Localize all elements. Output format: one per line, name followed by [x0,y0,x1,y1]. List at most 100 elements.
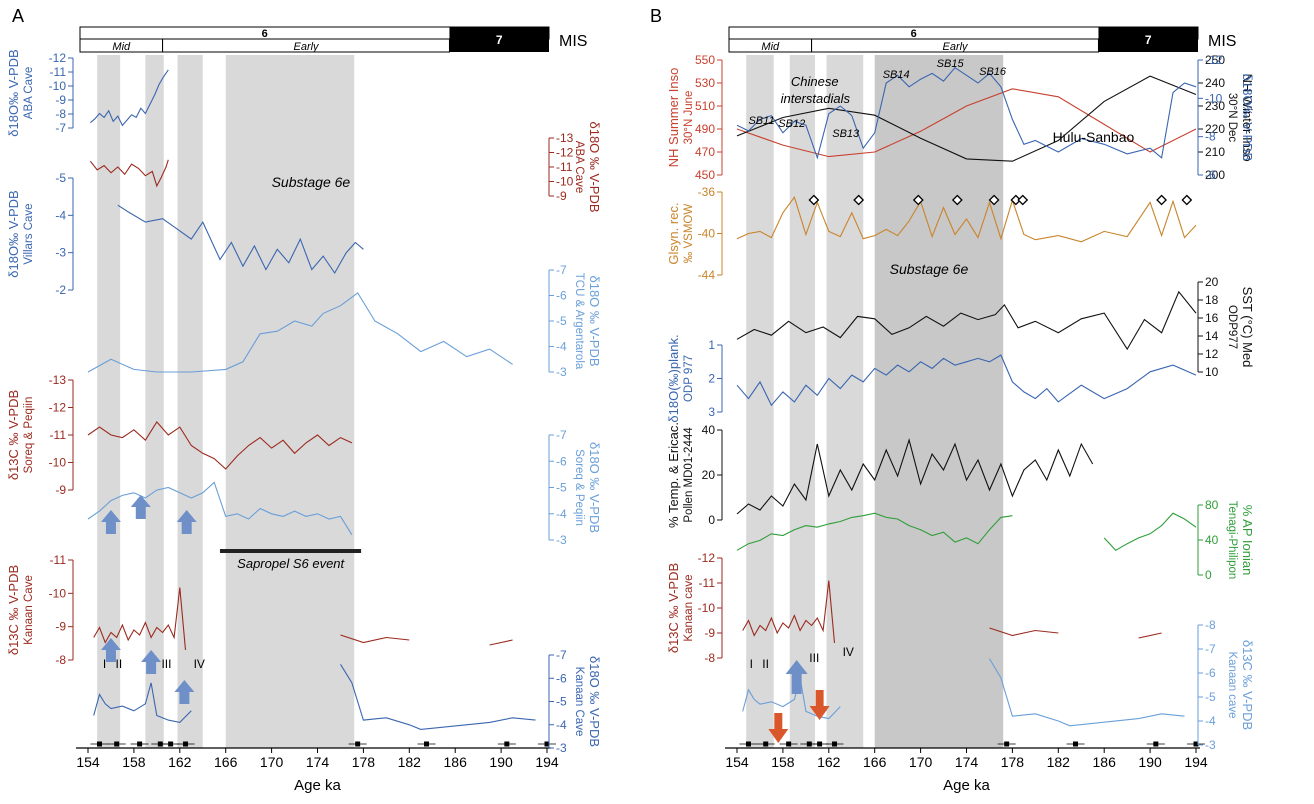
diamond-marker-icon [1181,194,1193,206]
y-tick-label: 230 [1205,99,1225,113]
y-tick-label: -3 [556,741,567,755]
y-tick-label: 450 [695,168,715,182]
age-point [96,741,102,747]
y-tick-label: -7 [55,121,66,135]
y-axis-title: δ13C ‰ V-PDB [666,563,681,653]
y-tick-label: -8 [704,651,715,665]
y-tick-label: -4 [556,718,567,732]
mis-early-label: Early [942,41,969,53]
y-tick-label: -4 [556,340,567,354]
x-tick-label: 190 [489,754,513,770]
mis-6-label: 6 [262,28,268,40]
y-tick-label: -9 [55,93,66,107]
y-tick-label: -12 [1205,53,1223,67]
y-tick-label: 490 [695,122,715,136]
y-tick-label: 10 [1205,365,1219,379]
age-point [1004,741,1010,747]
y-axis-title-group: δ13C ‰ V-PDB Soreq & Peqiin [6,390,35,480]
y-tick-label: -12 [698,551,716,565]
y-axis-title: δ18O ‰ V-PDB [587,442,602,533]
x-tick-label: 158 [771,754,795,770]
y-tick-label: -5 [556,481,567,495]
y-tick-label: 16 [1205,311,1219,325]
y-tick-label: -4 [1205,714,1216,728]
series-line-4 [87,420,353,470]
shaded-band [145,55,164,748]
diamond-marker-icon [808,194,820,206]
roman-label-2: III [809,651,819,665]
series-line-2 [117,204,364,275]
sb-label-5: SB16 [979,66,1007,78]
x-tick-label: 186 [444,754,468,770]
y-tick-label: -12 [49,401,67,415]
y-axis-subtitle: ODP977 [1226,305,1238,349]
y-axis-subtitle: ABA Cave [573,141,585,193]
y-tick-label: -6 [1205,666,1216,680]
y-tick-label: -10 [49,79,67,93]
y-axis-title: NH Summer Inso [666,68,681,168]
y-axis-subtitle: ODP 977 [683,355,695,402]
mis-7-label: 7 [1145,33,1152,47]
y-tick-label: 240 [1205,76,1225,90]
y-axis-title: δ18O‰ V-PDB [1240,74,1255,161]
mis-early-box [162,38,450,53]
y-axis-subtitle: Tenagi-Philipon [1226,501,1238,580]
y-axis-title-group: NH Summer Inso 30°N June [666,68,695,168]
y-axis-subtitle: Kanaan Cave [23,575,35,645]
y-tick-label: 0 [708,513,715,527]
annotation-interstadials-2: interstadials [781,91,851,106]
age-point [806,741,812,747]
shaded-band [874,55,1004,748]
shaded-band [225,55,355,748]
y-tick-label: -8 [1205,618,1216,632]
series-line-6 [736,438,1094,515]
y-axis-title: δ18O ‰ V-PDB [587,656,602,747]
y-tick-label: -3 [1205,738,1216,752]
y-tick-label: -11 [699,576,716,590]
roman-label-0: I [750,657,753,671]
y-axis-subtitle: Soreq & Peqiin [573,449,585,526]
x-tick-label: 158 [122,754,146,770]
y-axis-title: δ18O ‰ V-PDB [587,275,602,366]
series-line-0 [736,88,1197,158]
x-tick-label: 190 [1138,754,1162,770]
x-tick-label: 162 [817,754,841,770]
roman-label-1: II [762,657,769,671]
y-axis-title-group: δ18O‰ V-PDB [1240,74,1255,161]
y-tick-label: -7 [556,648,567,662]
y-tick-label: 3 [708,405,715,419]
y-axis-subtitle: 30°N June [683,91,695,145]
series-line-5 [736,354,1197,407]
x-tick-label: 194 [1184,754,1208,770]
annotation-sapropel: Sapropel S6 event [237,556,345,571]
y-axis-subtitle: 30°N Dec [1226,93,1238,143]
y-axis-title: δ13C ‰ V-PDB [6,565,21,655]
y-tick-label: -36 [698,185,716,199]
y-tick-label: 250 [1205,53,1225,67]
y-tick-label: 14 [1205,329,1219,343]
y-axis-title-group: δ18O(‰)plank. ODP 977 [666,334,695,422]
y-axis-title: δ13C ‰ V-PDB [6,390,21,480]
y-axis-title: % Temp. & Ericac. [666,422,681,528]
y-tick-label: -9 [556,189,567,203]
y-axis-title: NH Winter Inso [1240,73,1255,161]
y-tick-label: -11 [556,160,573,174]
x-tick-label: 162 [168,754,192,770]
y-tick-label: 200 [1205,168,1225,182]
y-tick-label: -40 [698,227,716,241]
up-arrow-icon [785,660,808,694]
y-axis-subtitle: ‰ VSMOW [683,204,695,264]
y-tick-label: -7 [556,263,567,277]
sb-label-1: SB12 [778,118,805,130]
diamond-marker-icon [951,194,963,206]
y-tick-label: -6 [1205,168,1216,182]
x-tick-label: 182 [1047,754,1071,770]
y-tick-label: -5 [55,171,66,185]
y-tick-label: -6 [556,289,567,303]
y-tick-label: 510 [695,99,715,113]
y-axis-subtitle: ABA Cave [23,67,35,119]
y-axis-subtitle: Kanaan cave [683,574,695,641]
